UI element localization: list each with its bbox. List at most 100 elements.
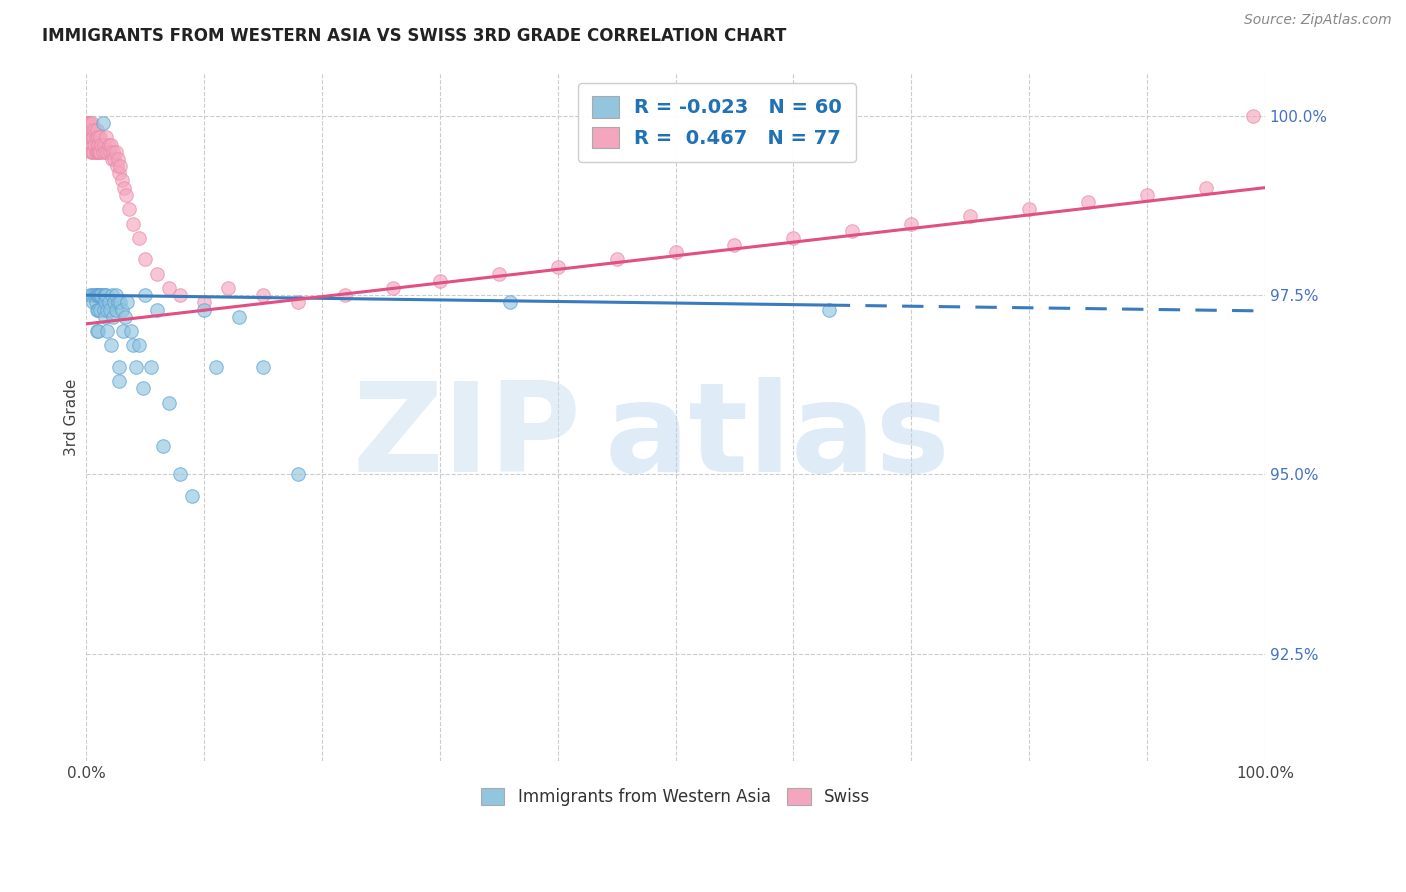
Point bbox=[1195, 180, 1218, 194]
Point bbox=[80, 288, 103, 302]
Y-axis label: 3rd Grade: 3rd Grade bbox=[65, 378, 79, 456]
Point bbox=[134, 288, 156, 302]
Point bbox=[79, 288, 101, 302]
Point bbox=[97, 137, 120, 152]
Text: IMMIGRANTS FROM WESTERN ASIA VS SWISS 3RD GRADE CORRELATION CHART: IMMIGRANTS FROM WESTERN ASIA VS SWISS 3R… bbox=[42, 27, 786, 45]
Point bbox=[124, 359, 146, 374]
Point bbox=[82, 145, 104, 159]
Point bbox=[117, 202, 139, 216]
Point bbox=[87, 130, 110, 145]
Point bbox=[134, 252, 156, 267]
Point bbox=[959, 210, 981, 224]
Point bbox=[96, 288, 118, 302]
Point bbox=[80, 116, 103, 130]
Point bbox=[82, 295, 104, 310]
Point bbox=[97, 295, 120, 310]
Point bbox=[86, 145, 108, 159]
Point bbox=[77, 116, 100, 130]
Point bbox=[84, 130, 107, 145]
Point bbox=[107, 152, 129, 166]
Point bbox=[86, 302, 108, 317]
Point bbox=[89, 288, 111, 302]
Point bbox=[83, 123, 105, 137]
Point bbox=[723, 238, 745, 252]
Point bbox=[252, 288, 274, 302]
Point bbox=[75, 116, 97, 130]
Point bbox=[80, 123, 103, 137]
Point bbox=[84, 288, 107, 302]
Point bbox=[86, 123, 108, 137]
Point bbox=[107, 295, 129, 310]
Point bbox=[193, 295, 215, 310]
Point bbox=[115, 187, 138, 202]
Point bbox=[94, 288, 117, 302]
Point bbox=[98, 145, 121, 159]
Point bbox=[193, 302, 215, 317]
Point bbox=[89, 145, 111, 159]
Point bbox=[108, 359, 131, 374]
Point bbox=[96, 130, 118, 145]
Point bbox=[96, 324, 118, 338]
Point bbox=[1077, 194, 1099, 209]
Point bbox=[101, 288, 124, 302]
Point bbox=[139, 359, 162, 374]
Text: Source: ZipAtlas.com: Source: ZipAtlas.com bbox=[1244, 13, 1392, 28]
Point bbox=[900, 217, 922, 231]
Point bbox=[90, 288, 112, 302]
Point bbox=[120, 324, 142, 338]
Point bbox=[488, 267, 510, 281]
Point bbox=[105, 159, 128, 173]
Point bbox=[94, 310, 117, 324]
Point bbox=[228, 310, 250, 324]
Point bbox=[103, 145, 125, 159]
Point bbox=[335, 288, 357, 302]
Point bbox=[87, 288, 110, 302]
Point bbox=[108, 166, 131, 180]
Point bbox=[1136, 187, 1159, 202]
Point bbox=[217, 281, 239, 295]
Point bbox=[103, 295, 125, 310]
Point bbox=[110, 295, 132, 310]
Point bbox=[287, 295, 309, 310]
Point bbox=[94, 295, 117, 310]
Point bbox=[110, 173, 132, 187]
Point bbox=[204, 359, 226, 374]
Point bbox=[84, 145, 107, 159]
Point bbox=[128, 231, 150, 245]
Point bbox=[103, 310, 125, 324]
Point bbox=[84, 295, 107, 310]
Point bbox=[146, 267, 169, 281]
Point bbox=[77, 123, 100, 137]
Point bbox=[103, 152, 125, 166]
Point bbox=[152, 439, 174, 453]
Point bbox=[86, 288, 108, 302]
Point bbox=[93, 137, 115, 152]
Point bbox=[91, 116, 114, 130]
Point bbox=[381, 281, 404, 295]
Point bbox=[94, 145, 117, 159]
Point bbox=[91, 145, 114, 159]
Point bbox=[87, 288, 110, 302]
Point bbox=[87, 302, 110, 317]
Point bbox=[181, 489, 204, 503]
Point bbox=[132, 381, 155, 395]
Point bbox=[287, 467, 309, 482]
Point bbox=[83, 137, 105, 152]
Point bbox=[80, 130, 103, 145]
Point bbox=[112, 180, 135, 194]
Point bbox=[157, 395, 180, 409]
Point bbox=[87, 324, 110, 338]
Point bbox=[104, 145, 127, 159]
Point bbox=[252, 359, 274, 374]
Point bbox=[606, 252, 628, 267]
Point bbox=[98, 302, 121, 317]
Point bbox=[93, 288, 115, 302]
Point bbox=[76, 123, 98, 137]
Point bbox=[82, 130, 104, 145]
Point bbox=[1018, 202, 1040, 216]
Point bbox=[79, 130, 101, 145]
Text: atlas: atlas bbox=[605, 377, 950, 498]
Point bbox=[96, 145, 118, 159]
Point bbox=[122, 338, 145, 352]
Point bbox=[100, 137, 122, 152]
